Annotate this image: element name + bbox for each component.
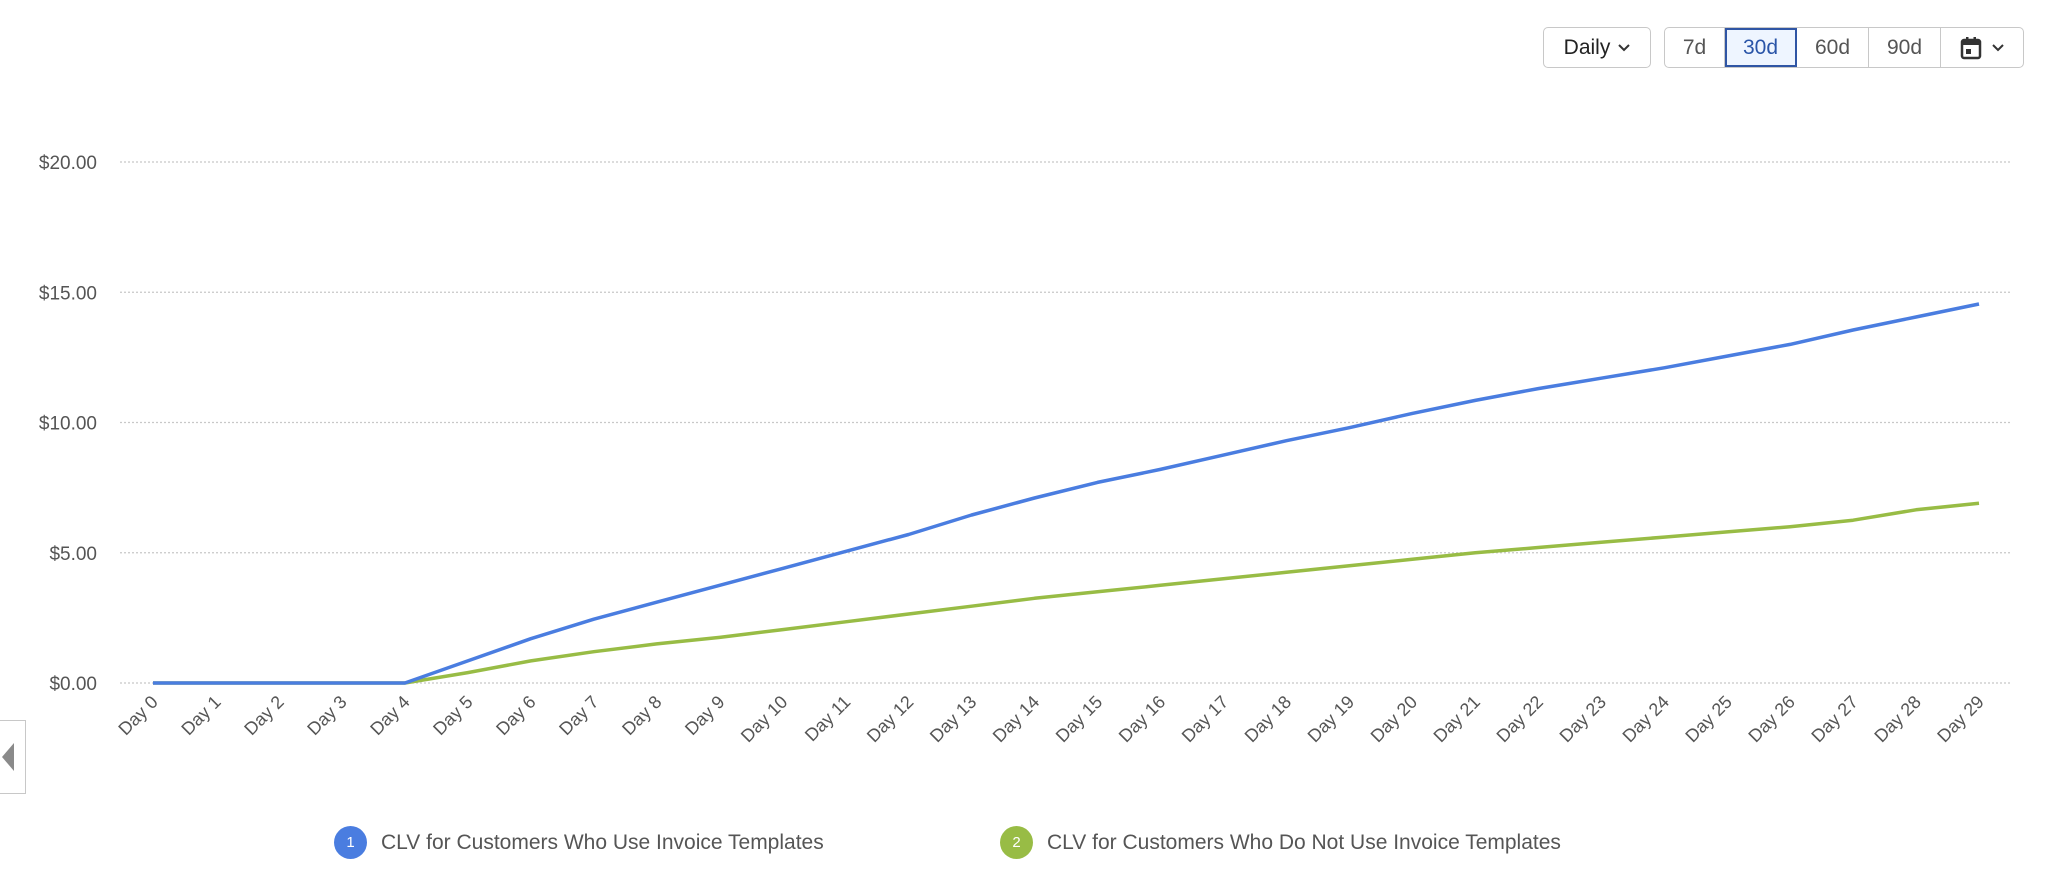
x-tick-label: Day 10 [737, 692, 791, 746]
calendar-icon [1960, 36, 1982, 59]
legend-label-2: CLV for Customers Who Do Not Use Invoice… [1047, 830, 1561, 854]
x-tick-label: Day 6 [492, 692, 539, 739]
x-tick-label: Day 13 [926, 692, 980, 746]
x-tick-label: Day 29 [1933, 692, 1987, 746]
y-tick-label: $15.00 [39, 283, 97, 304]
range-7d-button[interactable]: 7d [1665, 28, 1725, 67]
x-tick-label: Day 21 [1430, 692, 1484, 746]
series-line-1 [153, 302, 1980, 685]
x-tick-label: Day 16 [1115, 692, 1169, 746]
x-tick-label: Day 22 [1493, 692, 1547, 746]
x-tick-label: Day 9 [681, 692, 728, 739]
line-chart: $0.00 $5.00 $10.00 $15.00 $20.00 Day 0 Day 1 Da… [39, 153, 2010, 746]
x-tick-label: Day 7 [555, 692, 602, 739]
y-tick-label: $10.00 [39, 414, 97, 435]
x-tick-label: Day 18 [1241, 692, 1295, 746]
legend-item-2[interactable]: 2 CLV for Customers Who Do Not Use Invoi… [1000, 826, 1561, 859]
x-tick-label: Day 17 [1178, 692, 1232, 746]
y-tick-label: $5.00 [49, 544, 97, 565]
chevron-down-icon [1618, 43, 1631, 51]
y-tick-label: $20.00 [39, 153, 97, 174]
x-tick-label: Day 15 [1052, 692, 1106, 746]
x-tick-label: Day 23 [1556, 692, 1610, 746]
x-tick-label: Day 14 [989, 692, 1043, 746]
x-tick-label: Day 20 [1367, 692, 1421, 746]
x-tick-label: Day 28 [1870, 692, 1924, 746]
x-tick-label: Day 27 [1807, 692, 1861, 746]
x-tick-label: Day 12 [863, 692, 917, 746]
chevron-down-icon [1992, 43, 2004, 51]
x-tick-label: Day 26 [1744, 692, 1798, 746]
x-tick-label: Day 0 [114, 692, 161, 739]
series-line-2 [153, 501, 1980, 685]
granularity-label: Daily [1563, 35, 1611, 59]
x-tick-label: Day 8 [618, 692, 665, 739]
x-tick-label: Day 19 [1304, 692, 1358, 746]
legend-item-1[interactable]: 1 CLV for Customers Who Use Invoice Temp… [334, 826, 824, 859]
x-tick-label: Day 1 [177, 692, 224, 739]
custom-date-button[interactable] [1941, 28, 2023, 67]
x-tick-label: Day 11 [801, 692, 855, 746]
legend-label-1: CLV for Customers Who Use Invoice Templa… [381, 830, 824, 854]
x-tick-label: Day 2 [240, 692, 287, 739]
series-1-badge: 1 [334, 826, 367, 859]
range-30d-button[interactable]: 30d [1725, 28, 1797, 67]
x-tick-label: Day 3 [303, 692, 350, 739]
x-tick-label: Day 4 [366, 692, 413, 739]
caret-left-icon [2, 743, 14, 771]
collapse-panel-tab[interactable] [0, 720, 26, 794]
granularity-dropdown[interactable]: Daily [1543, 27, 1651, 68]
y-tick-label: $0.00 [49, 674, 97, 695]
date-range-selector: 7d 30d 60d 90d [1664, 27, 2024, 68]
x-tick-label: Day 24 [1619, 692, 1673, 746]
series-2-badge: 2 [1000, 826, 1033, 859]
x-tick-label: Day 5 [429, 692, 476, 739]
range-60d-button[interactable]: 60d [1797, 28, 1869, 67]
range-90d-button[interactable]: 90d [1869, 28, 1941, 67]
x-tick-label: Day 25 [1681, 692, 1735, 746]
